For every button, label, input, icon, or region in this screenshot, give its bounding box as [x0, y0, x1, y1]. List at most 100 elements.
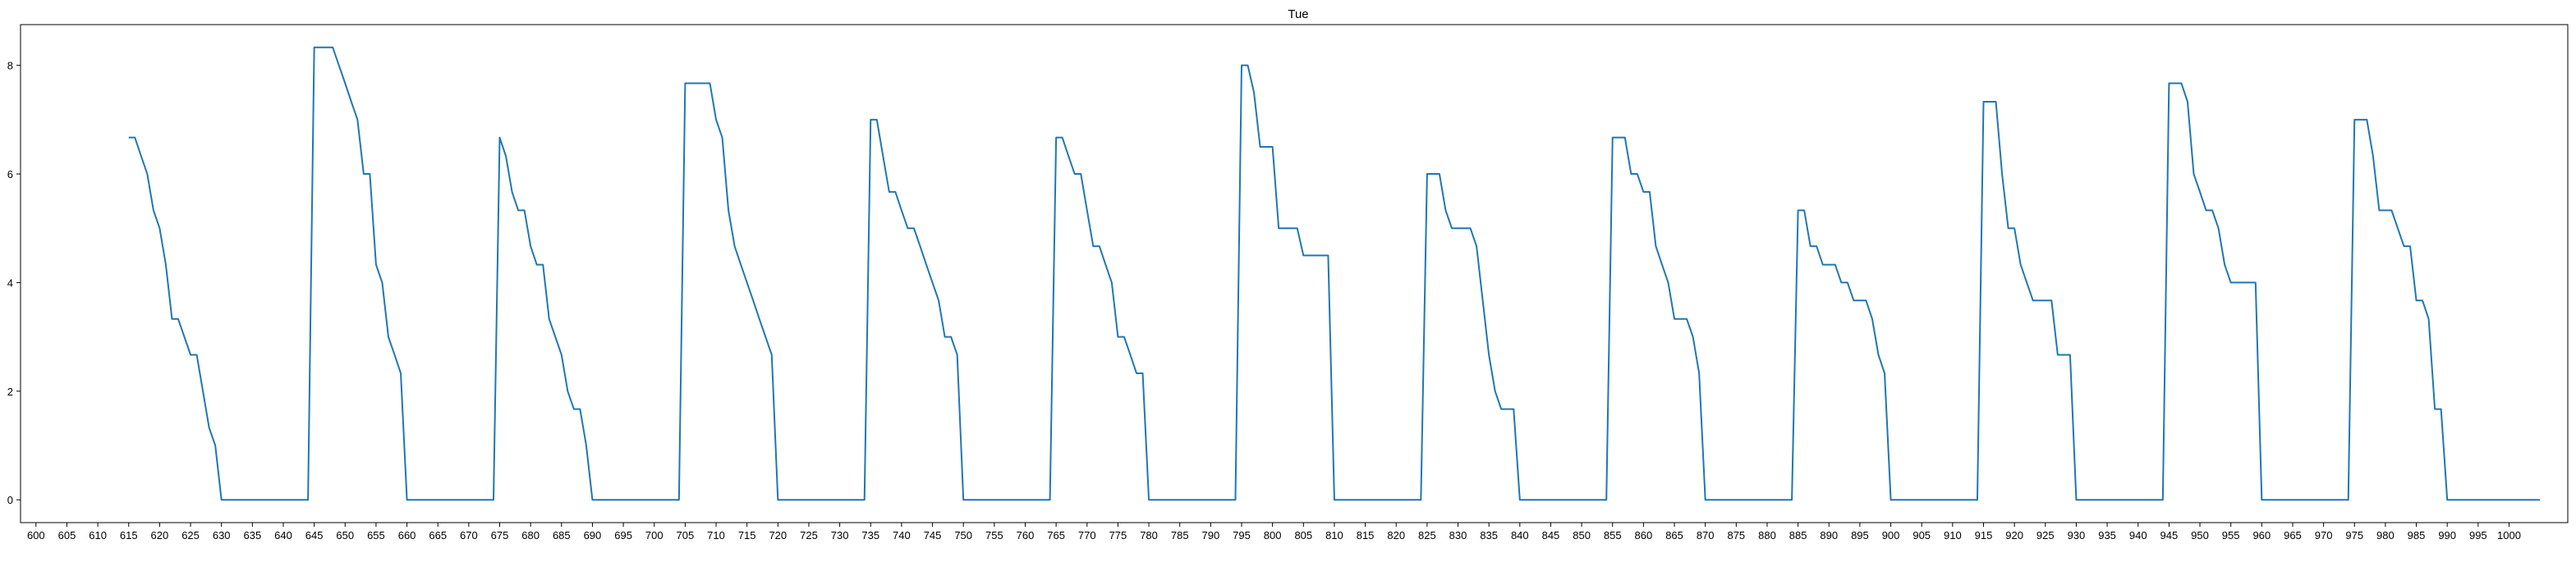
chart-title: Tue	[1288, 7, 1308, 21]
data-point	[1884, 372, 1885, 374]
data-point	[1049, 499, 1051, 500]
x-tick-label: 890	[1820, 529, 1838, 541]
x-tick-label: 745	[924, 529, 942, 541]
data-point	[1668, 281, 1669, 283]
series-layer	[128, 46, 2541, 501]
x-tick-label: 850	[1573, 529, 1591, 541]
data-point	[2539, 499, 2541, 500]
x-tick-label: 790	[1202, 529, 1220, 541]
data-point	[1234, 499, 1236, 500]
data-point	[1444, 209, 1446, 211]
x-tick-label: 680	[521, 529, 540, 541]
data-point	[1674, 318, 1675, 320]
data-point	[2390, 209, 2392, 211]
y-tick-label: 6	[7, 168, 13, 180]
data-point	[209, 427, 210, 428]
data-point	[356, 119, 358, 121]
y-tick-label: 8	[7, 60, 13, 72]
data-point	[2353, 119, 2355, 121]
x-tick-label: 620	[151, 529, 169, 541]
x-tick-label: 820	[1387, 529, 1405, 541]
data-point	[1488, 354, 1490, 355]
x-tick-label: 895	[1851, 529, 1869, 541]
x-tick-label: 980	[2376, 529, 2395, 541]
axes: 600 605 610 615 620 625 630 635 640 645 650 655 660 6…	[7, 24, 2569, 541]
x-tick-label: 800	[1264, 529, 1282, 541]
data-point	[1989, 101, 1991, 103]
x-tick-label: 695	[614, 529, 632, 541]
data-point	[1692, 336, 1694, 338]
data-point	[2218, 227, 2220, 229]
data-point	[381, 281, 383, 283]
x-tick-label: 840	[1511, 529, 1529, 541]
data-point	[1111, 281, 1113, 283]
data-point	[2385, 209, 2386, 211]
data-point	[2422, 299, 2423, 301]
data-point	[740, 264, 742, 266]
data-point	[1272, 146, 1274, 148]
data-point	[1513, 409, 1514, 410]
data-point	[1426, 173, 1428, 175]
data-point	[2403, 245, 2404, 247]
y-tick-label: 0	[7, 494, 13, 506]
data-point	[1092, 245, 1094, 247]
data-point	[1260, 146, 1261, 148]
data-point	[2224, 264, 2225, 266]
data-point	[177, 318, 179, 320]
data-point	[158, 227, 160, 229]
data-point	[394, 354, 396, 355]
x-tick-label: 710	[707, 529, 725, 541]
data-point	[2248, 281, 2250, 283]
x-tick-label: 870	[1697, 529, 1715, 541]
x-tick-label: 880	[1758, 529, 1776, 541]
data-point	[2038, 299, 2040, 301]
data-point	[734, 245, 736, 247]
x-tick-label: 935	[2098, 529, 2116, 541]
data-point	[691, 82, 692, 84]
data-point	[1519, 499, 1521, 500]
x-tick-label: 925	[2036, 529, 2055, 541]
data-point	[2378, 209, 2380, 211]
x-tick-label: 810	[1325, 529, 1343, 541]
data-point	[1859, 299, 1861, 301]
x-tick-label: 785	[1171, 529, 1189, 541]
data-point	[1315, 254, 1316, 256]
data-point	[1810, 245, 1811, 247]
data-point	[2446, 499, 2448, 500]
x-tick-label: 725	[800, 529, 818, 541]
data-point	[1983, 101, 1985, 103]
data-point	[2057, 354, 2059, 355]
x-tick-label: 670	[460, 529, 478, 541]
data-point	[901, 209, 902, 211]
data-point	[146, 173, 148, 175]
data-point	[1086, 209, 1088, 211]
x-tick-label: 760	[1017, 529, 1035, 541]
x-tick-label: 915	[1975, 529, 1993, 541]
data-point	[894, 191, 896, 193]
data-point	[2162, 499, 2164, 500]
data-point	[406, 499, 408, 500]
data-point	[2255, 281, 2257, 283]
plot-frame	[20, 24, 2569, 523]
data-point	[517, 209, 519, 211]
x-tick-label: 765	[1047, 529, 1065, 541]
data-point	[326, 47, 328, 48]
x-tick-label: 945	[2160, 529, 2179, 541]
data-point	[314, 47, 315, 48]
x-tick-label: 960	[2252, 529, 2271, 541]
data-point	[307, 499, 309, 500]
data-point	[2075, 499, 2077, 500]
data-point	[684, 82, 686, 84]
data-point	[1458, 227, 1459, 229]
data-point	[369, 173, 370, 175]
x-tick-label: 625	[181, 529, 200, 541]
data-point	[1104, 264, 1106, 266]
x-tick-label: 970	[2315, 529, 2333, 541]
x-tick-label: 740	[893, 529, 911, 541]
data-point	[1822, 264, 1824, 266]
data-point	[1470, 227, 1472, 229]
data-point	[1080, 173, 1081, 175]
data-point	[2199, 191, 2201, 193]
data-point	[567, 391, 568, 392]
